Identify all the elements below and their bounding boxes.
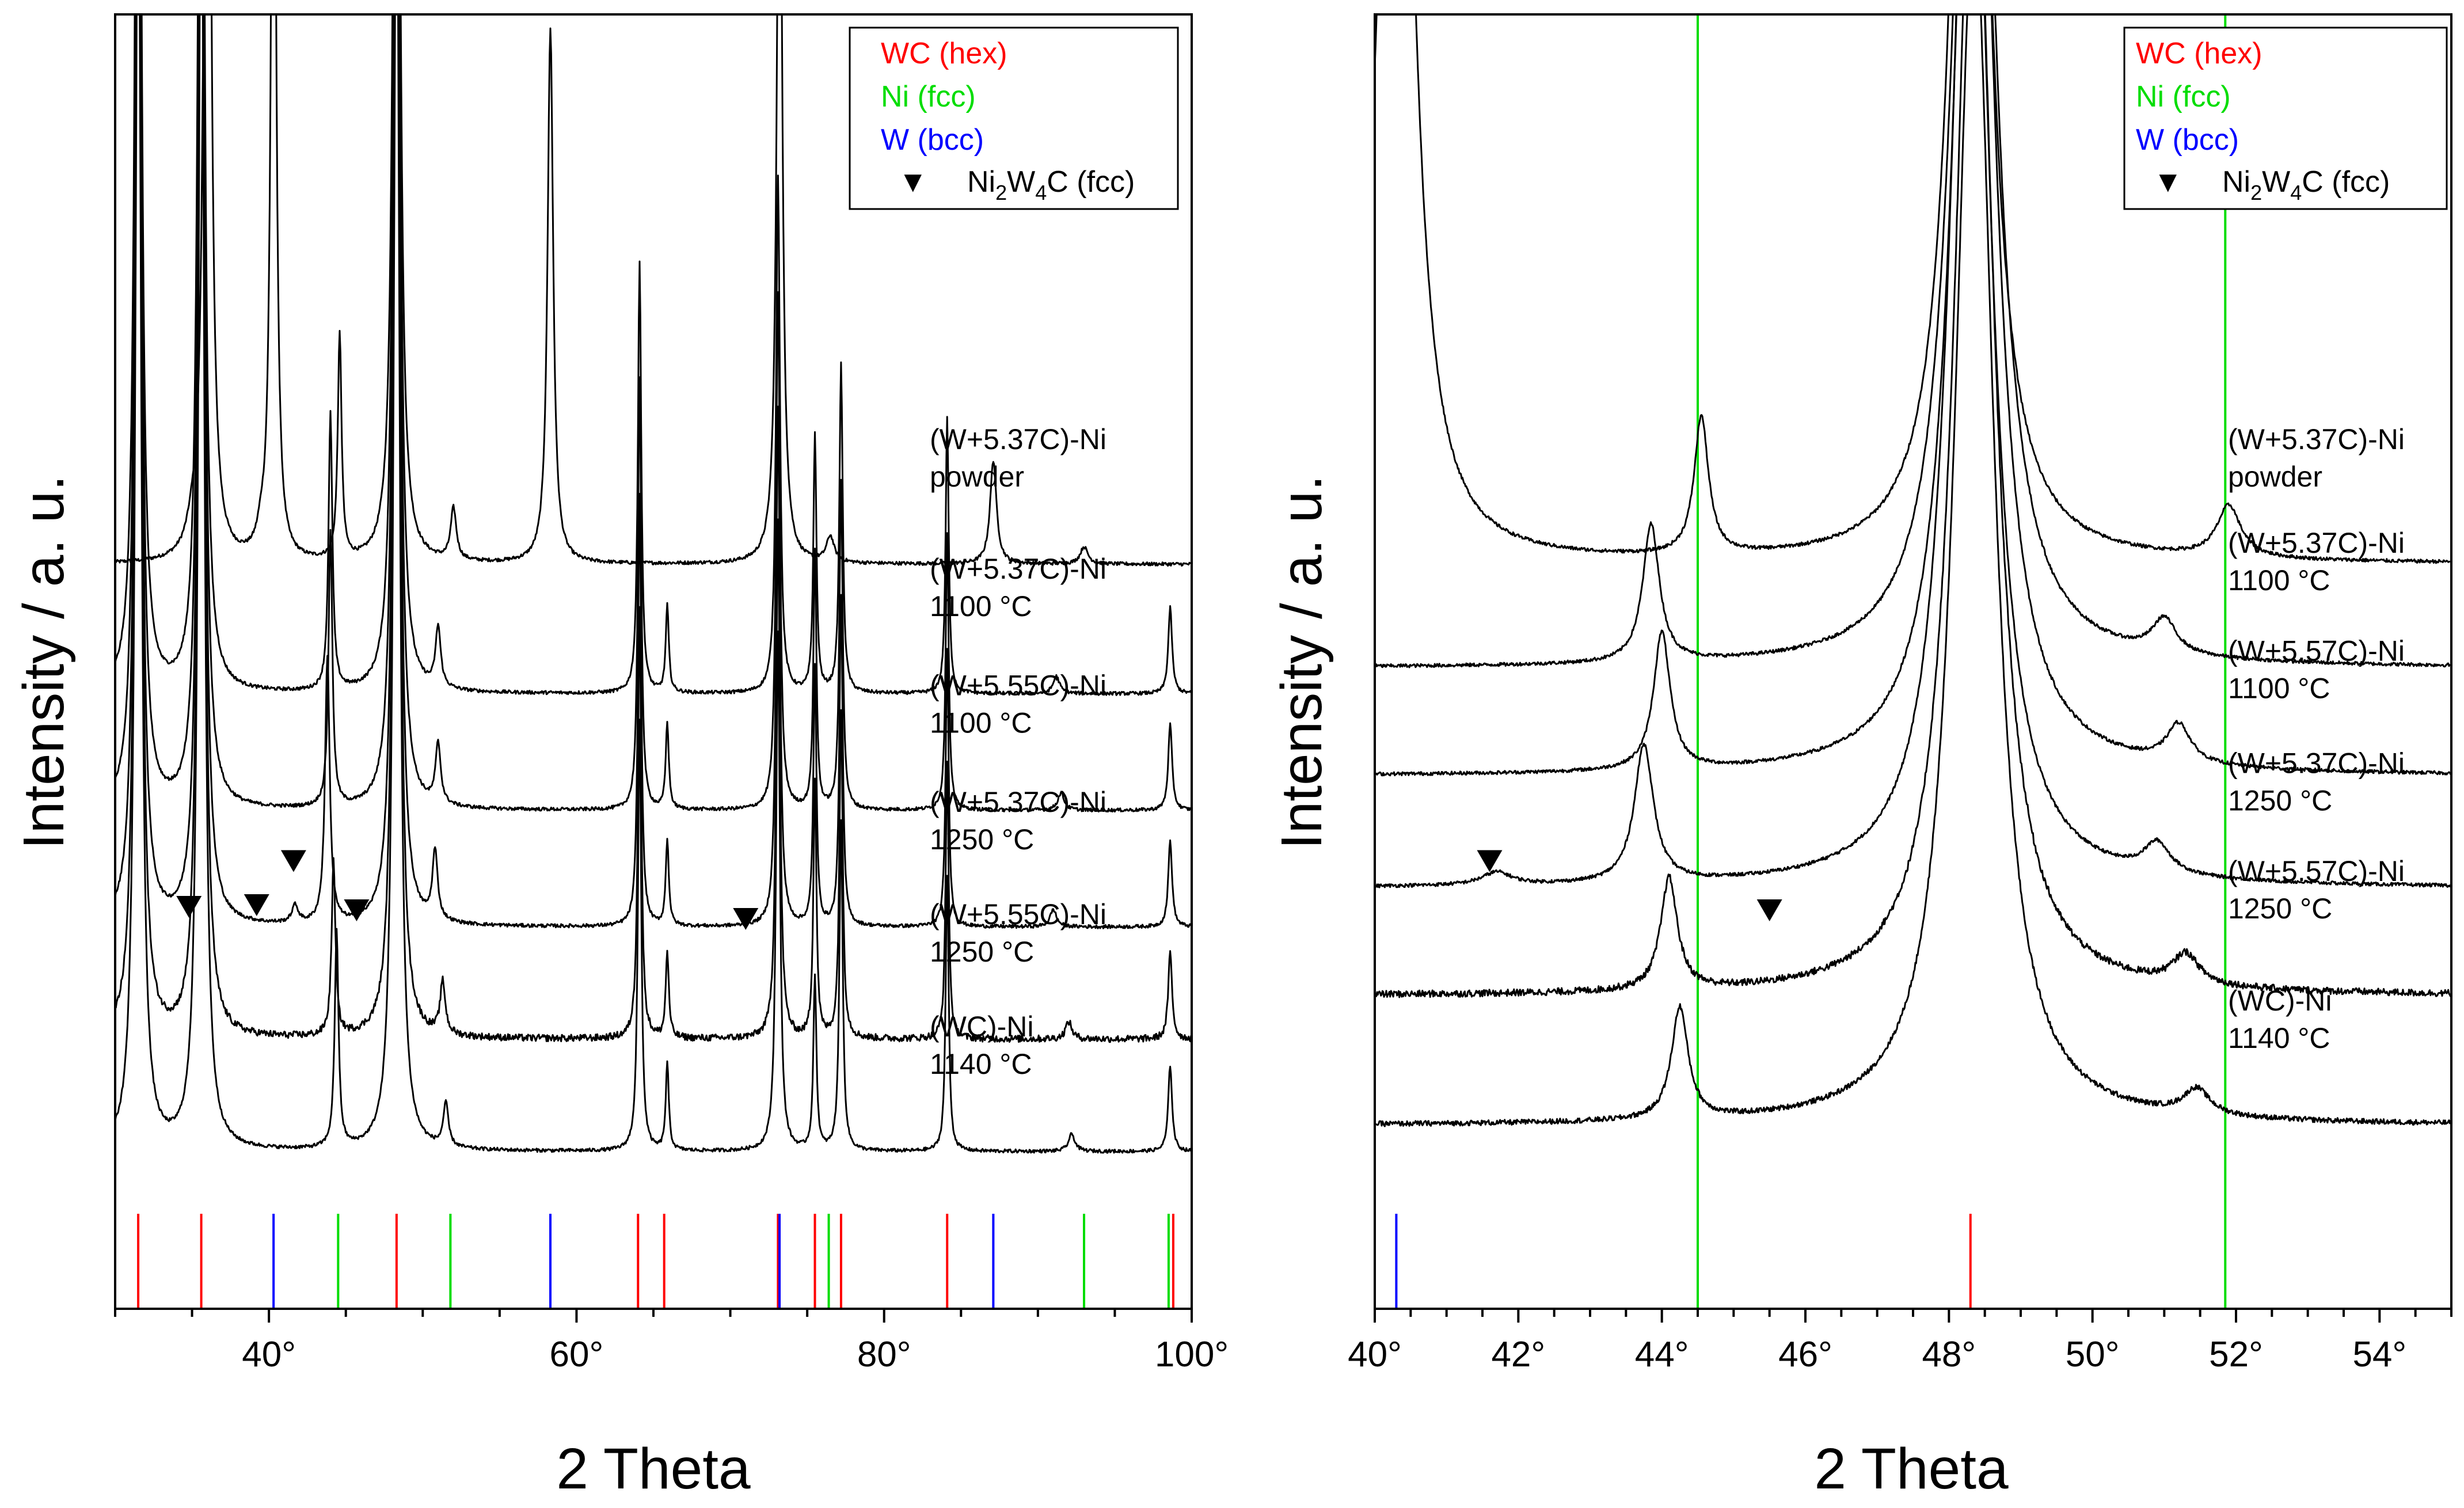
- right-y-axis-label: Intensity / a. u.: [1269, 475, 1334, 849]
- right-series-label-WN537_1100-line1: (W+5.37C)-Ni: [2228, 527, 2405, 559]
- right-legend-wc: WC (hex): [2136, 37, 2263, 70]
- left-legend-ni: Ni (fcc): [881, 80, 976, 113]
- left-series-label-powder-line2: powder: [930, 461, 1024, 493]
- left-series-label-WC_Ni_1140-line2: 1140 °C: [930, 1048, 1032, 1080]
- right-legend-w: W (bcc): [2136, 123, 2239, 157]
- right-series-WC_Ni_1140: [1375, 14, 2451, 1127]
- right-x-tick-label-54: 54°: [2352, 1335, 2406, 1374]
- left-legend-triangle-icon: ▼: [898, 165, 927, 199]
- left-series-label-WN555_1250-line2: 1250 °C: [930, 936, 1034, 968]
- right-x-tick-label-42: 42°: [1491, 1335, 1545, 1374]
- left-ni2w4c-marker-icon-3: [344, 899, 370, 921]
- left-legend-w: W (bcc): [881, 123, 984, 157]
- left-series-label-WN555_1100-line2: 1100 °C: [930, 707, 1032, 739]
- left-y-axis-label: Intensity / a. u.: [12, 475, 76, 849]
- right-panel: (W+5.37C)-Ni powder (W+5.37C)-Ni 1100 °C (W+…: [1269, 13, 2452, 1501]
- left-series-WN537_1250: [115, 14, 1192, 929]
- left-x-tick-label-60: 60°: [550, 1335, 604, 1374]
- left-series-label-powder-line1: (W+5.37C)-Ni: [930, 423, 1106, 455]
- right-legend-ni2w4c: Ni2W4C (fcc): [2222, 165, 2390, 204]
- left-series-WC_Ni_1140: [115, 14, 1192, 1154]
- right-x-tick-label-50: 50°: [2066, 1335, 2120, 1374]
- left-x-tick-label-40: 40°: [242, 1335, 296, 1374]
- right-series-label-WC_Ni_1140-line1: (WC)-Ni: [2228, 985, 2332, 1017]
- right-series-powder: [1375, 14, 2451, 564]
- left-x-tick-label-100: 100°: [1155, 1335, 1229, 1374]
- right-series-WN537_1100: [1375, 14, 2451, 668]
- left-series-label-WN537_1250-line2: 1250 °C: [930, 823, 1034, 856]
- left-ni2w4c-marker-icon-0: [176, 896, 202, 918]
- left-x-axis-label: 2 Theta: [556, 1437, 751, 1501]
- right-x-tick-label-46: 46°: [1778, 1335, 1832, 1374]
- right-series-label-WC_Ni_1140-line2: 1140 °C: [2228, 1022, 2330, 1054]
- left-series-label-WN537_1100-line1: (W+5.37C)-Ni: [930, 553, 1106, 585]
- right-x-axis-label: 2 Theta: [1814, 1437, 2009, 1501]
- left-series-label-WC_Ni_1140-line1: (WC)-Ni: [930, 1011, 1033, 1043]
- right-ni2w4c-marker-icon-1: [1756, 899, 1782, 921]
- right-series-WN557_1100: [1375, 14, 2451, 777]
- left-x-tick-label-80: 80°: [857, 1335, 911, 1374]
- right-legend: WC (hex) Ni (fcc) W (bcc) ▼ Ni2W4C (fcc): [2123, 26, 2448, 210]
- left-series-label-WN555_1250-line1: (W+5.55C)-Ni: [930, 898, 1106, 930]
- right-x-tick-label-48: 48°: [1922, 1335, 1976, 1374]
- left-series-label-WN537_1250-line1: (W+5.37C)-Ni: [930, 786, 1106, 818]
- right-legend-triangle-icon: ▼: [2153, 165, 2182, 199]
- right-series-label-WN557_1250-line2: 1250 °C: [2228, 892, 2332, 925]
- left-legend: WC (hex) Ni (fcc) W (bcc) ▼ Ni2W4C (fcc): [849, 26, 1179, 210]
- right-series-WN557_1250: [1375, 14, 2451, 998]
- right-x-tick-label-52: 52°: [2209, 1335, 2263, 1374]
- left-series-WN555_1100: [115, 14, 1192, 813]
- left-series-WN537_1100: [115, 14, 1192, 696]
- left-panel: (W+5.37C)-Ni powder (W+5.37C)-Ni 1100 °C (W+…: [12, 13, 1229, 1501]
- right-series-label-powder-line2: powder: [2228, 461, 2322, 493]
- right-series-label-WN537_1250-line1: (W+5.37C)-Ni: [2228, 747, 2405, 780]
- right-x-tick-label-40: 40°: [1348, 1335, 1402, 1374]
- left-ni2w4c-marker-icon-1: [244, 894, 269, 916]
- right-series-label-WN537_1100-line2: 1100 °C: [2228, 564, 2330, 597]
- left-ni2w4c-marker-icon-2: [280, 850, 306, 872]
- left-legend-ni2w4c: Ni2W4C (fcc): [967, 165, 1135, 204]
- right-series-label-powder-line1: (W+5.37C)-Ni: [2228, 423, 2405, 455]
- right-series-label-WN557_1250-line1: (W+5.57C)-Ni: [2228, 855, 2405, 887]
- left-legend-wc: WC (hex): [881, 37, 1007, 70]
- left-series-powder: [115, 14, 1192, 567]
- left-ni2w4c-marker-icon-4: [733, 908, 759, 930]
- left-series-WN555_1250: [115, 14, 1192, 1043]
- left-series-label-WN537_1100-line2: 1100 °C: [930, 590, 1032, 622]
- right-legend-ni: Ni (fcc): [2136, 80, 2231, 113]
- left-series-label-WN555_1100-line1: (W+5.55C)-Ni: [930, 670, 1106, 702]
- right-series-label-WN557_1100-line1: (W+5.57C)-Ni: [2228, 635, 2405, 667]
- right-series-label-WN537_1250-line2: 1250 °C: [2228, 785, 2332, 817]
- right-series-WN537_1250: [1375, 14, 2451, 888]
- right-series-label-WN557_1100-line2: 1100 °C: [2228, 673, 2330, 705]
- right-ni2w4c-marker-icon-0: [1477, 850, 1503, 872]
- right-x-tick-label-44: 44°: [1635, 1335, 1689, 1374]
